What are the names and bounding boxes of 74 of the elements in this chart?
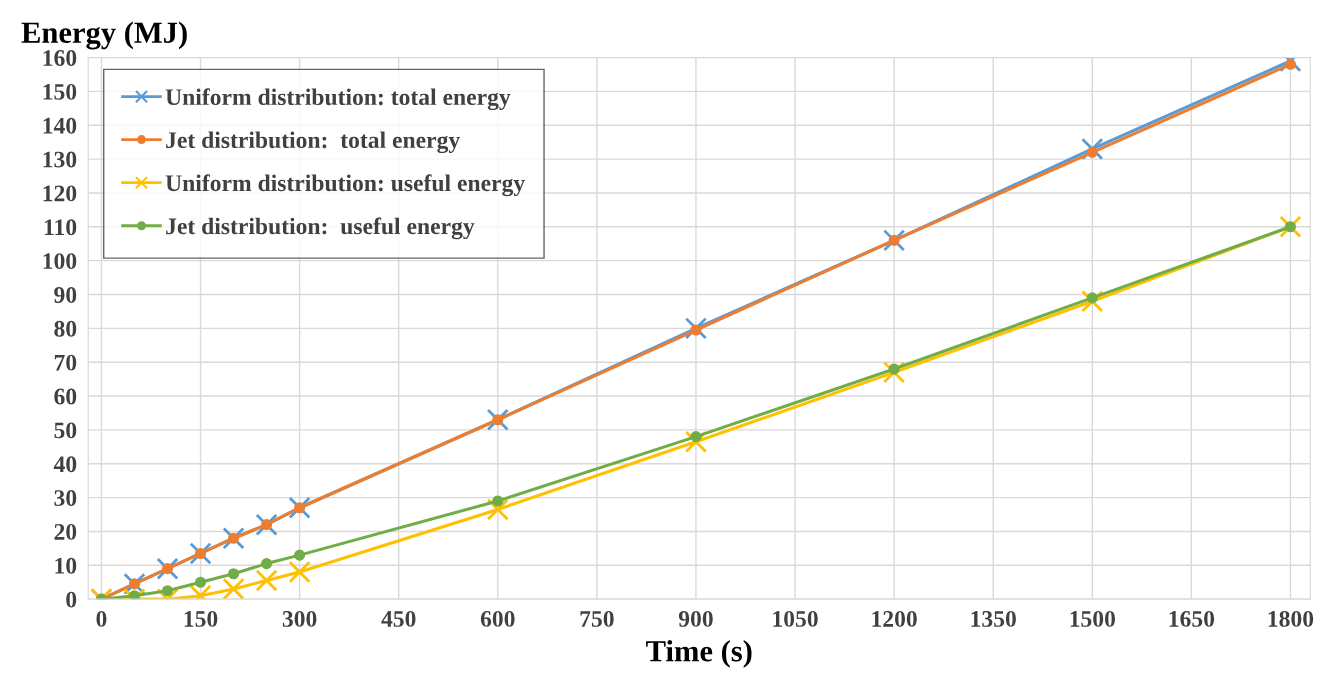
point [294, 502, 306, 514]
y-tick-label: 110 [44, 219, 77, 236]
point [1284, 221, 1296, 233]
y-tick-label: 140 [43, 117, 77, 134]
point [222, 577, 245, 600]
x-tick-label: 300 [282, 610, 317, 627]
point [1284, 58, 1296, 70]
point [888, 234, 900, 246]
legend-label: Jet distribution: total energy [166, 131, 460, 154]
y-tick-label: 60 [54, 388, 77, 405]
point [261, 519, 273, 531]
y-tick-label: 30 [54, 490, 77, 507]
y-tick-label: 80 [54, 320, 77, 337]
x-tick-label: 1350 [971, 610, 1016, 627]
y-axis-title: Energy (MJ) [21, 21, 187, 50]
point [1086, 292, 1098, 304]
point [883, 229, 906, 252]
point [1086, 146, 1098, 158]
point [888, 363, 900, 375]
legend-label: Jet distribution: useful energy [166, 217, 475, 240]
point [690, 324, 702, 336]
point [128, 578, 141, 590]
point [161, 563, 174, 575]
y-tick-label: 160 [43, 50, 77, 66]
y-tick-label: 70 [54, 354, 77, 371]
point [128, 590, 141, 600]
y-tick-label: 130 [43, 151, 77, 168]
x-tick-label: 0 [96, 610, 107, 627]
x-axis-title: Time (s) [646, 640, 752, 668]
x-tick-label: 1200 [872, 610, 917, 627]
y-tick-label: 10 [55, 557, 77, 574]
x-tick-label: 150 [184, 610, 218, 627]
x-tick-label: 1500 [1070, 610, 1115, 627]
x-tick-label: 900 [678, 610, 713, 627]
point [294, 549, 306, 561]
x-tick-label: 1050 [773, 610, 818, 627]
legend-label: Uniform distribution: useful energy [165, 174, 525, 197]
x-tick-label: 1650 [1169, 610, 1215, 627]
x-tick-label: 750 [580, 610, 614, 627]
point [690, 431, 702, 443]
point [1081, 290, 1104, 313]
point [228, 568, 240, 580]
legend-label: Uniform distribution: total energy [165, 88, 511, 111]
y-tick-label: 120 [43, 185, 77, 202]
y-tick-label: 150 [43, 83, 77, 100]
point [222, 527, 245, 550]
y-tick-label: 90 [54, 286, 77, 303]
point [288, 560, 311, 584]
point [883, 361, 906, 384]
y-tick-label: 100 [43, 253, 77, 270]
point [156, 557, 179, 580]
x-tick-label: 1800 [1268, 610, 1314, 627]
point [228, 532, 240, 544]
x-tick-label: 600 [480, 610, 515, 627]
point [261, 558, 273, 570]
point [1279, 215, 1302, 238]
point [486, 408, 509, 431]
point [255, 513, 278, 536]
point [194, 576, 207, 588]
point [684, 317, 708, 340]
point [194, 547, 207, 559]
point [161, 585, 174, 597]
point [492, 495, 504, 507]
y-tick-label: 0 [66, 591, 77, 608]
point [189, 542, 212, 565]
y-tick-label: 40 [53, 456, 77, 473]
point [1081, 137, 1104, 161]
x-tick-label: 450 [381, 610, 416, 627]
point [123, 572, 146, 596]
y-tick-label: 50 [54, 422, 77, 439]
y-tick-label: 20 [54, 523, 77, 540]
point [492, 414, 504, 426]
point [288, 496, 311, 519]
point [255, 569, 278, 592]
